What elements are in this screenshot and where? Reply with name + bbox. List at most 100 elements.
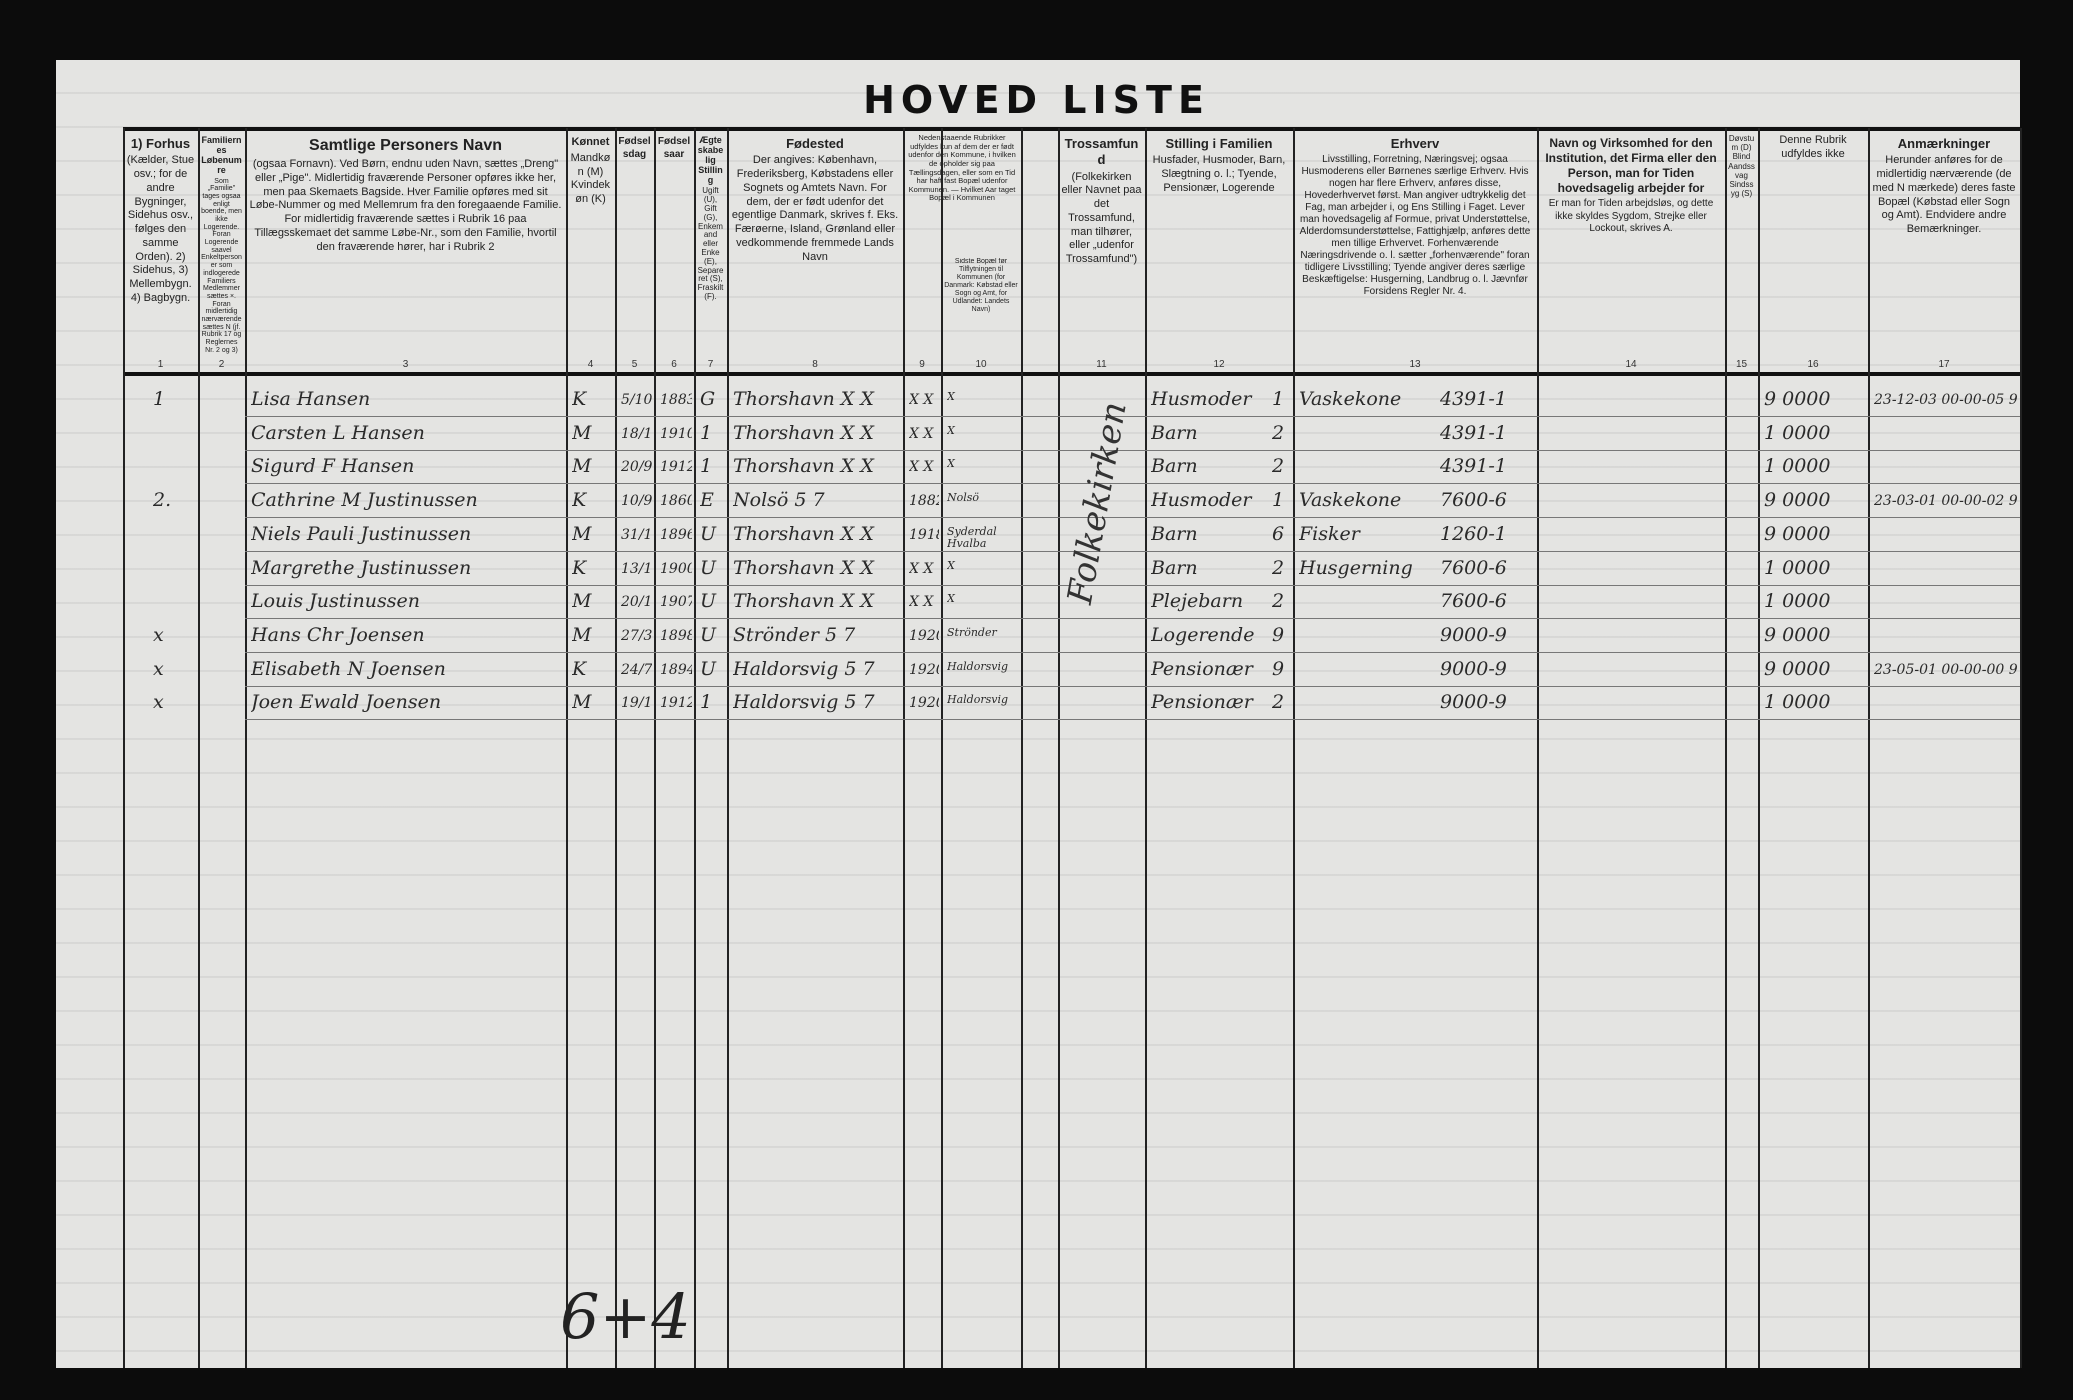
row-rule xyxy=(245,618,2020,620)
census-form-sheet xyxy=(56,60,2020,1368)
cell-birthplace: Thorshavn X X xyxy=(733,455,874,478)
person-name: Cathrine M Justinussen xyxy=(251,489,478,512)
cell-day: 10/9 xyxy=(621,493,652,510)
cell-position-code: 2 xyxy=(1272,691,1285,714)
cell-occupation: Fisker xyxy=(1299,522,1360,545)
cell-c16: 1 0000 xyxy=(1764,455,1831,478)
cell-birthplace: Haldorsvig 5 7 xyxy=(733,657,875,680)
cell-civil: E xyxy=(700,489,714,512)
column-header-text: (Kælder, Stue osv.; for de andre Bygning… xyxy=(126,154,195,304)
cell-c10: Haldorsvig xyxy=(947,660,1009,673)
cell-occupation-code: 7600-6 xyxy=(1440,556,1507,579)
cell-c9: 1882 xyxy=(909,493,939,510)
column-divider xyxy=(1293,128,1295,1368)
cell-occupation-code: 9000-9 xyxy=(1440,657,1507,680)
bottom-tally-note: 6+4 xyxy=(560,1280,691,1353)
column-divider xyxy=(654,128,656,1368)
cell-occupation: Vaskekone xyxy=(1299,388,1402,410)
cell-fam: 2. xyxy=(153,489,172,512)
cell-position: Pensionær xyxy=(1151,691,1253,714)
column-header-text: Ugift (U), Gift (G), Enkemand eller Enke… xyxy=(697,186,724,302)
column-number: 10 xyxy=(975,359,987,370)
cell-c9: 1920 xyxy=(909,661,939,678)
column-header-text: Sidste Bopæl før Tilflytningen til Kommu… xyxy=(944,258,1018,314)
cell-sex: K xyxy=(572,556,587,579)
cell-birthplace: Thorshavn X X xyxy=(733,522,874,545)
cell-occupation-code: 1260-1 xyxy=(1440,522,1507,545)
column-number: 4 xyxy=(587,359,594,370)
cell-position-code: 1 xyxy=(1272,489,1285,512)
cell-sex: M xyxy=(572,522,592,545)
column-divider xyxy=(1537,128,1539,1368)
column-header-title: Fødested xyxy=(786,136,844,151)
column-header-text: Livsstilling, Forretning, Næringsvej; og… xyxy=(1299,153,1531,297)
column-number: 7 xyxy=(707,359,714,370)
cell-civil: U xyxy=(700,556,717,579)
row-rule xyxy=(245,651,2020,653)
cell-c9: X X xyxy=(909,459,934,476)
column-number: 2 xyxy=(218,359,225,370)
column-divider xyxy=(1758,128,1760,1368)
cell-position-code: 2 xyxy=(1272,590,1285,613)
column-divider xyxy=(694,128,696,1368)
column-header-text: Nedenstaaende Rubrikker udfyldes kun af … xyxy=(908,134,1016,203)
cell-sex: K xyxy=(572,489,587,512)
column-header-text: Der angives: København, Frederiksberg, K… xyxy=(731,154,899,263)
cell-fam: x xyxy=(153,623,164,646)
cell-c9: X X xyxy=(909,594,934,611)
cell-civil: U xyxy=(700,657,717,680)
cell-position: Husmoder xyxy=(1151,489,1252,512)
cell-year: 1912 xyxy=(660,695,692,712)
column-header-title: Ægteskabelig Stilling xyxy=(697,135,724,185)
column-divider xyxy=(198,128,200,1368)
column-header-1: 1) Forhus (Kælder, Stue osv.; for de andr… xyxy=(123,134,198,354)
column-header-2: Familiernes Løbenumre Som „Familie" tages… xyxy=(198,134,245,354)
cell-c9: 1920 xyxy=(909,627,939,644)
column-divider xyxy=(1145,128,1147,1368)
column-divider xyxy=(245,128,247,1368)
cell-c16: 1 0000 xyxy=(1764,421,1831,444)
header-top-rule xyxy=(123,127,2020,131)
cell-c9: 1918 xyxy=(909,526,939,543)
column-header-4: Kønnet Mandkøn (M) Kvindekøn (K) xyxy=(566,134,615,354)
cell-occupation-code: 4391-1 xyxy=(1440,388,1507,410)
cell-birthplace: Thorshavn X X xyxy=(733,421,874,444)
column-header-title: Kønnet xyxy=(571,136,610,148)
cell-c16: 1 0000 xyxy=(1764,691,1831,714)
cell-birthplace: Thorshavn X X xyxy=(733,556,874,579)
cell-occupation-code: 9000-9 xyxy=(1440,623,1507,646)
cell-c9: X X xyxy=(909,392,934,408)
cell-position: Plejebarn xyxy=(1151,590,1244,613)
row-rule xyxy=(245,719,2020,721)
column-divider xyxy=(1021,128,1023,1368)
column-header-7: Ægteskabelig Stilling Ugift (U), Gift (G)… xyxy=(694,134,727,354)
column-header-title: Navn og Virksomhed for den Institution, … xyxy=(1545,136,1717,195)
cell-year: 1910 xyxy=(660,425,692,442)
cell-c17: 23-05-01 00-00-00 9000 xyxy=(1874,661,2018,678)
cell-year: 1907 xyxy=(660,594,692,611)
cell-day: 13/11 xyxy=(621,560,652,577)
cell-c9: X X xyxy=(909,560,934,577)
cell-birthplace: Strönder 5 7 xyxy=(733,623,856,646)
cell-day: 19/10 xyxy=(621,695,652,712)
cell-c17: 23-12-03 00-00-05 9000 xyxy=(1874,392,2018,408)
column-number: 8 xyxy=(812,359,818,370)
cell-occupation-code: 4391-1 xyxy=(1440,421,1507,444)
cell-sex: M xyxy=(572,590,592,613)
cell-c17: 23-03-01 00-00-02 9000 xyxy=(1874,493,2018,510)
cell-c16: 9 0000 xyxy=(1764,522,1831,545)
column-divider xyxy=(1868,128,1870,1368)
cell-sex: M xyxy=(572,421,592,444)
cell-civil: U xyxy=(700,590,717,613)
cell-birthplace: Thorshavn X X xyxy=(733,388,874,410)
column-number: 6 xyxy=(671,359,677,370)
row-rule xyxy=(245,685,2020,687)
cell-c16: 9 0000 xyxy=(1764,657,1831,680)
person-name: Margrethe Justinussen xyxy=(251,556,472,579)
row-rule xyxy=(245,584,2020,586)
cell-fam: x xyxy=(153,691,164,714)
column-header-title: 1) Forhus xyxy=(130,136,191,151)
cell-c10: Syderdal Hvalba xyxy=(947,525,997,550)
column-header-8: Fødested Der angives: København, Frederik… xyxy=(727,134,903,354)
cell-c10: X xyxy=(947,559,955,572)
